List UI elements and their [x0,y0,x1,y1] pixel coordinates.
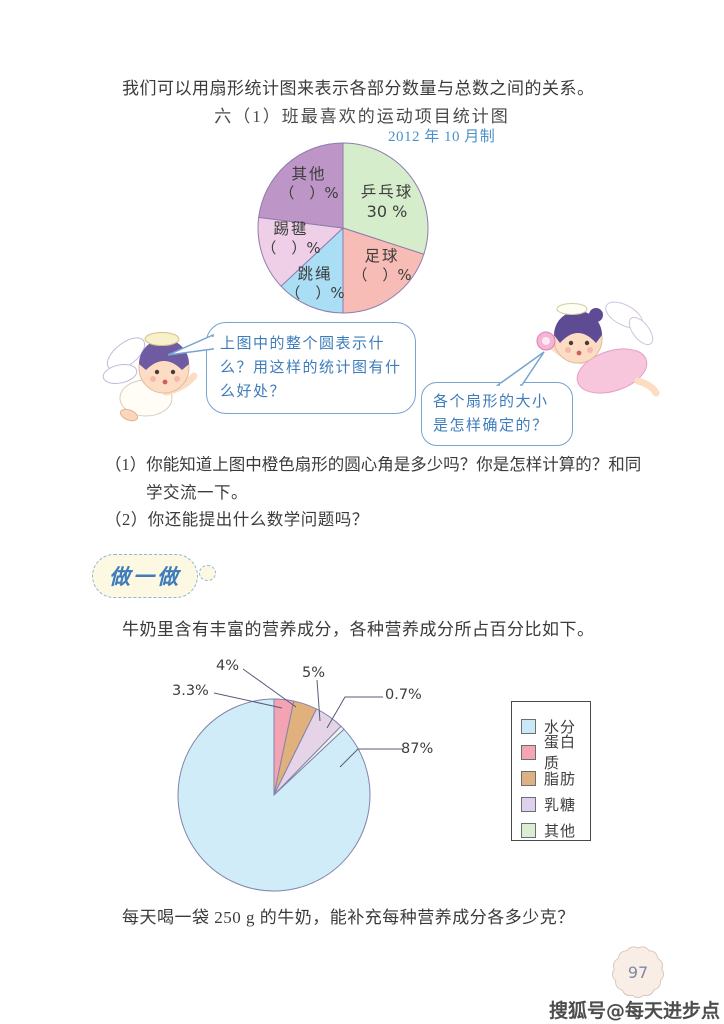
milk-chart-legend: 水分 蛋白质 脂肪 乳糖 其他 [511,701,591,841]
do-it-badge-label: 做一做 [109,565,181,589]
legend-swatch-protein [521,744,536,760]
speech-bubble-right-text: 各个扇形的大小是怎样确定的？ [433,394,549,434]
legend-swatch-other [521,822,536,838]
speech-bubble-right: 各个扇形的大小是怎样确定的？ [421,382,573,446]
legend-row: 其他 [521,817,590,843]
sports-pie-chart [257,142,429,314]
slice-label-tiaosheng: 跳绳 （ ）% [285,266,345,302]
callout-lactose: 5% [302,665,326,681]
chart1-subtitle: 2012 年 10 月制 [388,129,496,145]
leader-4 [242,668,297,708]
callout-protein: 3.3% [172,683,209,699]
page-number-badge: 97 [612,946,664,999]
chart1-title: 六（1）班最喜欢的运动项目统计图 [214,107,510,126]
pie-slice [257,216,345,287]
legend-row: 蛋白质 [521,735,590,772]
pie-slice [177,698,371,892]
leader-3.3 [213,692,283,709]
do-it-badge-dot-icon [199,565,216,581]
fairy-right-icon [536,301,660,397]
callout-fat: 4% [216,658,240,674]
milk-question: 每天喝一袋 250 g 的牛奶，能补充每种营养成分各多少克？ [122,908,575,927]
slice-label-zuqiu: 足球 （ ）% [352,248,412,284]
legend-swatch-lactose [521,796,536,812]
slice-label-pingpang: 乒乓球 30 % [360,184,414,221]
legend-row: 水分 [521,713,590,739]
milk-intro: 牛奶里含有丰富的营养成分，各种营养成分所占百分比如下。 [122,620,595,639]
leader-lines [213,668,402,768]
speech-bubble-left: 上图中的整个圆表示什么？用这样的统计图有什么好处？ [206,322,416,414]
pie-slice [280,226,344,314]
callout-water: 87% [401,741,434,757]
question2: （2）你还能提出什么数学问题吗？ [105,510,369,529]
page-number: 97 [628,963,648,982]
slice-label-qita: 其他 （ ）% [279,166,339,202]
intro-paragraph: 我们可以用扇形统计图来表示各部分数量与总数之间的关系。 [122,79,595,98]
legend-swatch-water [521,718,536,734]
speech-bubble-left-text: 上图中的整个圆表示什么？用这样的统计图有什么好处？ [220,336,402,400]
bubble-tail-right-icon [495,351,545,386]
pie-slice [342,227,425,314]
pie-slice [342,142,429,255]
legend-row: 脂肪 [521,765,590,791]
leader-87 [339,748,402,768]
leader-5 [316,679,321,722]
do-it-badge: 做一做 [92,554,198,598]
callout-other: 0.7% [385,687,422,703]
bubble-tail-left-icon [168,333,214,356]
pie-slice [258,142,344,229]
legend-swatch-fat [521,770,536,786]
question1-line2: 学交流一下。 [146,483,248,502]
leader-0.7 [326,696,383,729]
slice-label-tijian: 踢毽 （ ）% [261,221,321,257]
milk-pie-chart [177,698,371,892]
question1-line1: （1）你能知道上图中橙色扇形的圆心角是多少吗？你是怎样计算的？和同 [105,455,642,474]
cherub-left-icon [102,332,198,422]
legend-row: 乳糖 [521,791,590,817]
watermark: 搜狐号@每天进步点点 [549,1000,721,1022]
